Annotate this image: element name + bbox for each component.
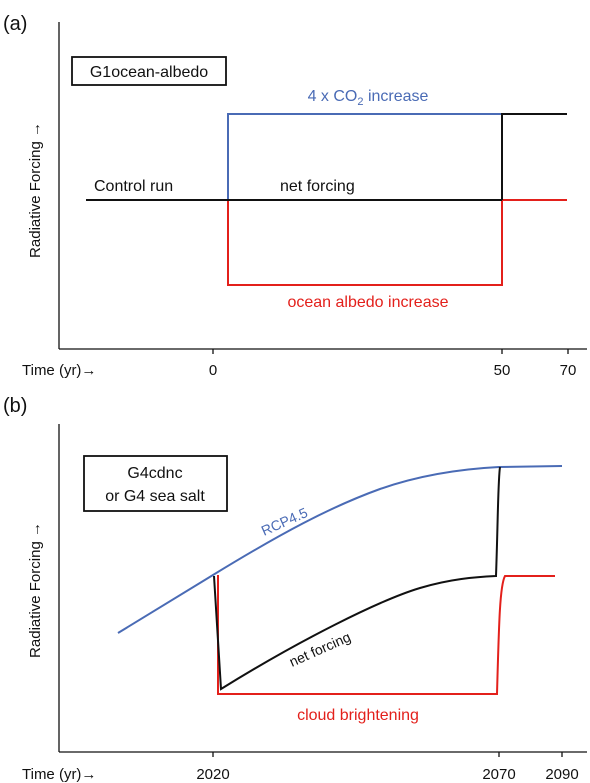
panel-b-experiment-box — [83, 455, 228, 512]
panel-b-tick-label-2090: 2090 — [545, 766, 578, 783]
panel-b-experiment-label-1: G4cdnc — [127, 465, 182, 482]
panel-a-net-label: net forcing — [280, 178, 355, 195]
panel-a-experiment-box — [71, 56, 227, 86]
panel-a-x-axis-label: Time (yr)→ — [22, 362, 96, 379]
panel-a-tick-label-0: 0 — [209, 362, 217, 379]
panel-b-tick-label-2020: 2020 — [196, 766, 229, 783]
panel-a-albedo-line — [227, 199, 567, 286]
panel-a-control-label: Control run — [94, 178, 173, 195]
panel-b-cloud-label: cloud brightening — [297, 707, 419, 724]
panel-a-experiment-label: G1ocean-albedo — [90, 64, 208, 81]
panel-a-tick-label-70: 70 — [560, 362, 577, 379]
panel-b-x-axis-label: Time (yr)→ — [22, 766, 96, 783]
panel-b-y-axis-label: Radiative Forcing → — [27, 522, 44, 658]
panel-a-albedo-label: ocean albedo increase — [287, 294, 448, 311]
panel-b-net-label: net forcing — [287, 629, 353, 670]
panel-b-cloud-line — [217, 575, 555, 695]
panel-b-label: (b) — [3, 395, 27, 417]
panel-b-rcp-line — [117, 465, 563, 634]
panel-b: (b) Radiative Forcing → Time (yr)→ 2020 … — [3, 395, 587, 783]
panel-a-co2-line — [227, 113, 502, 200]
panel-a-y-axis-label: Radiative Forcing → — [27, 122, 44, 258]
panel-a-co2-label: 4 x CO2 increase — [308, 88, 429, 108]
panel-a-tick-label-50: 50 — [494, 362, 511, 379]
panel-b-tick-label-2070: 2070 — [482, 766, 515, 783]
panel-a: (a) Radiative Forcing → Time (yr)→ 0 50 … — [3, 13, 587, 379]
panel-b-net-line — [213, 466, 501, 691]
panel-b-experiment-label-2: or G4 sea salt — [105, 488, 205, 505]
panel-a-label: (a) — [3, 13, 27, 35]
panel-a-net-line-post — [501, 113, 567, 200]
